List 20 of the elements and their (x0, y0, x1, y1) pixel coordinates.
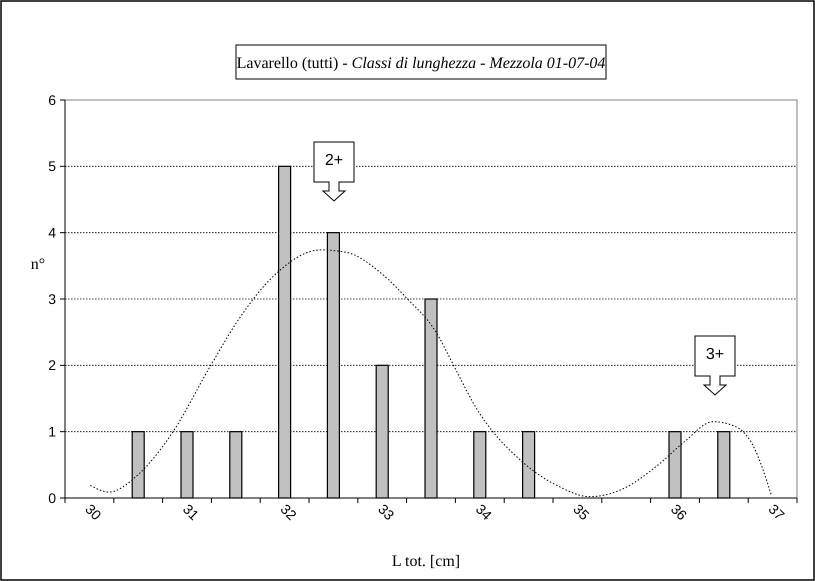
annotation: 2+ (324, 152, 344, 169)
x-tick-label: 36 (668, 500, 690, 524)
y-tick-label: 4 (48, 224, 56, 241)
y-axis-title: n° (30, 256, 46, 273)
chart-title: Lavarello (tutti) - Classi di lunghezza - Mezzola 01-07-04 (236, 55, 606, 72)
y-tick-label: 6 (48, 92, 56, 108)
y-tick-label: 0 (48, 490, 56, 506)
y-tick-label: 1 (48, 424, 56, 440)
x-tick-label: 35 (570, 500, 593, 524)
y-tick-label: 3 (48, 290, 56, 307)
x-tick-label: 33 (375, 500, 398, 524)
annotation: 3+ (706, 346, 724, 363)
y-tick-label: 5 (48, 158, 56, 174)
x-tick-label: 31 (180, 500, 202, 524)
x-tick-label: 30 (82, 500, 105, 524)
x-axis-title: L tot. [cm] (392, 553, 460, 570)
x-tick-label: 37 (766, 500, 788, 524)
x-tick-label: 32 (278, 500, 300, 524)
y-tick-label: 2 (48, 357, 56, 374)
x-tick-label: 34 (472, 500, 496, 524)
